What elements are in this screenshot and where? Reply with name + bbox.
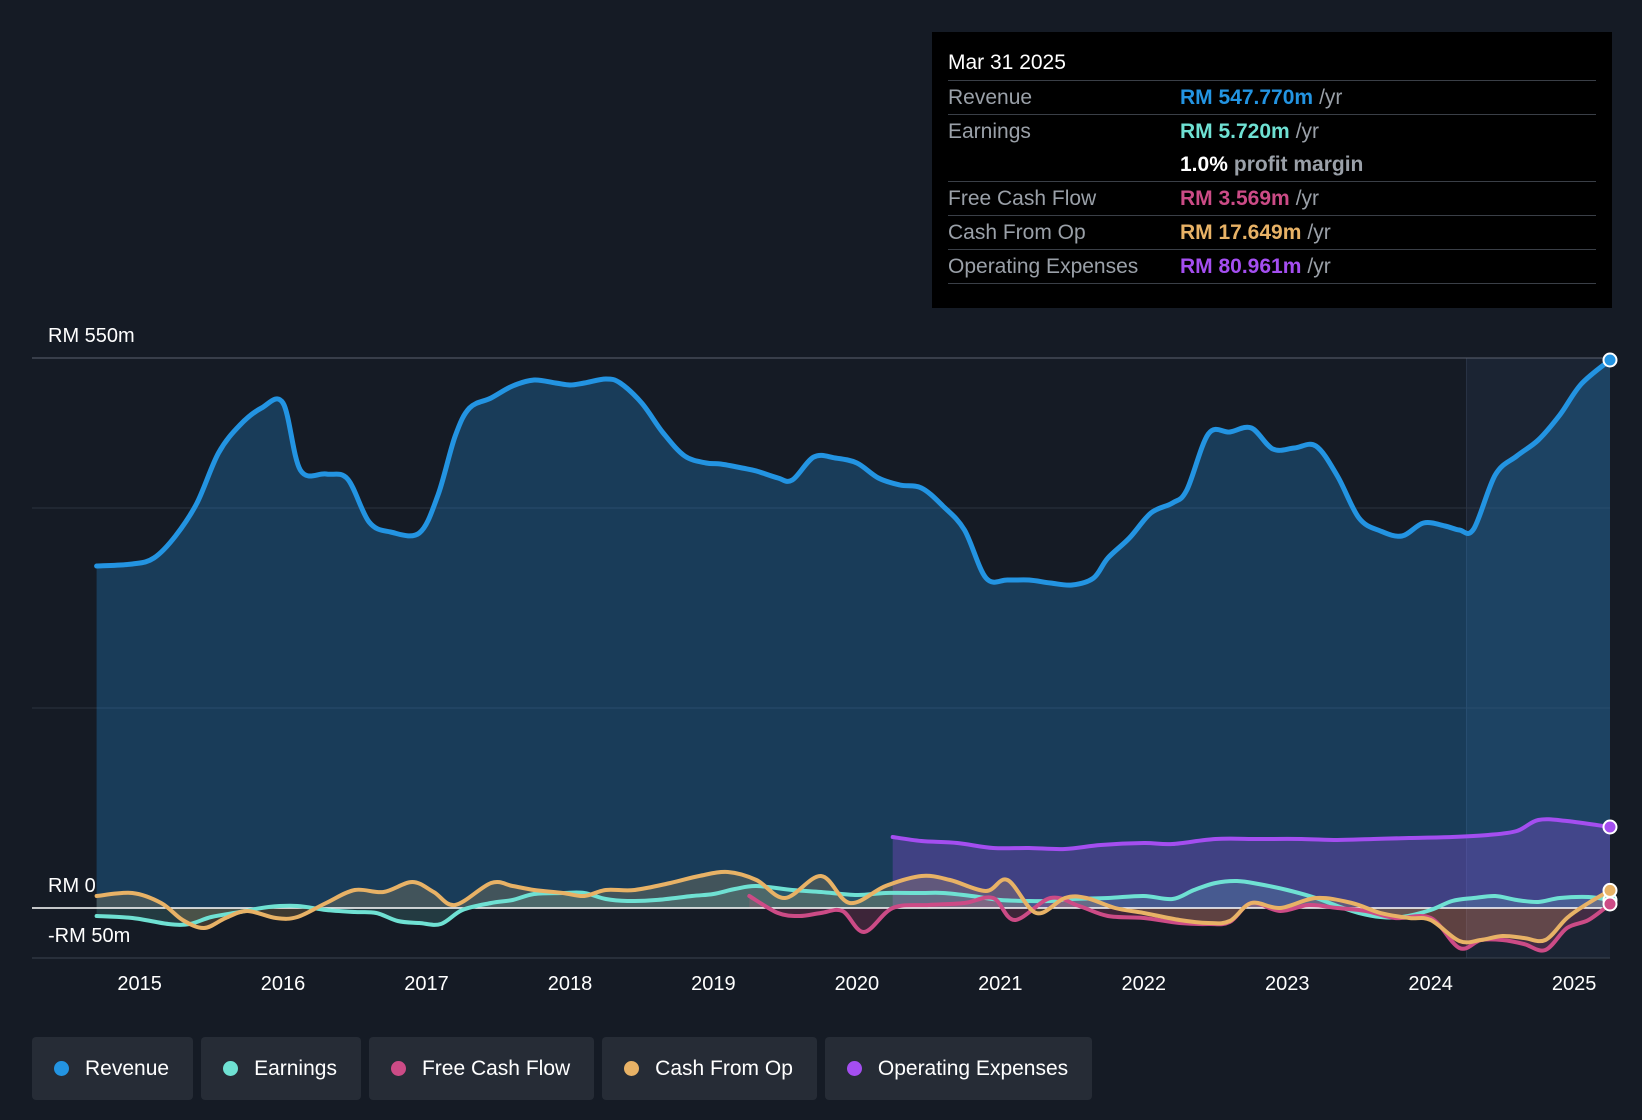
legend-label: Operating Expenses [877,1056,1069,1080]
free-cash-flow-end-marker [1602,896,1618,912]
tooltip-date: Mar 31 2025 [948,46,1596,81]
tooltip-value: RM 17.649m [1180,220,1302,244]
tooltip-value: 1.0% [1180,152,1228,176]
tooltip-unit: /yr [1307,220,1331,244]
chart-legend: Revenue Earnings Free Cash Flow Cash Fro… [32,1037,1093,1100]
x-tick-label: 2022 [1122,973,1167,995]
cash-from-op-end-marker [1602,882,1618,898]
y-axis-label: RM 550m [48,325,135,347]
legend-earnings[interactable]: Earnings [201,1037,361,1100]
x-tick-label: 2021 [978,973,1023,995]
tooltip-row-operating-expenses: Operating Expenses RM 80.961m /yr [948,250,1596,284]
legend-cash-from-op[interactable]: Cash From Op [602,1037,817,1100]
tooltip-value: RM 547.770m [1180,85,1314,109]
legend-free-cash-flow[interactable]: Free Cash Flow [368,1037,595,1100]
free-cash-flow-area [749,896,1610,951]
x-tick-label: 2018 [548,973,593,995]
operating-expenses-end-marker [1602,819,1618,835]
cash-from-op-line [94,869,1612,945]
y-axis-label: RM 0 [48,875,96,897]
tooltip-unit: /yr [1319,85,1343,109]
x-tick-label: 2020 [835,973,880,995]
cash-from-op-area [96,871,1611,943]
revenue-area [96,360,1611,908]
revenue-dot-icon [54,1061,69,1076]
operating-expenses-line [890,817,1612,852]
tooltip-row-free-cash-flow: Free Cash Flow RM 3.569m /yr [948,182,1596,216]
tooltip-row-cash-from-op: Cash From Op RM 17.649m /yr [948,216,1596,250]
operating-expenses-dot-icon [846,1061,862,1076]
legend-operating-expenses[interactable]: Operating Expenses [824,1037,1093,1100]
free-cash-flow-dot-icon [390,1061,406,1076]
operating-expenses-area [892,819,1610,908]
legend-revenue[interactable]: Revenue [32,1037,194,1100]
cash-from-op-dot-icon [624,1061,640,1076]
x-tick-label: 2015 [117,973,162,995]
x-tick-label: 2023 [1265,973,1310,995]
tooltip-label: Earnings [948,119,1031,143]
x-tick-label: 2024 [1408,973,1453,995]
highlight-region [1466,358,1610,958]
tooltip-label: Revenue [948,85,1033,109]
tooltip-unit: profit margin [1233,152,1364,176]
tooltip-label: Free Cash Flow [948,186,1097,210]
data-tooltip: Mar 31 2025 Revenue RM 547.770m /yr Earn… [932,32,1612,308]
x-tick-label: 2017 [404,973,449,995]
tooltip-row-earnings: Earnings RM 5.720m /yr [948,115,1596,148]
legend-label: Earnings [254,1056,337,1080]
tooltip-unit: /yr [1295,186,1320,210]
financial-chart: RM 550m RM 0 -RM 50m 2015 2016 2017 2018 2019 20… [32,325,1618,995]
tooltip-value: RM 3.569m [1180,186,1290,210]
revenue-end-marker [1602,352,1618,368]
tooltip-unit: /yr [1295,119,1320,143]
x-tick-label: 2016 [261,973,306,995]
earnings-dot-icon [223,1061,239,1076]
tooltip-unit: /yr [1307,254,1331,278]
tooltip-row-revenue: Revenue RM 547.770m /yr [948,81,1596,115]
x-tick-label: 2025 [1552,973,1597,995]
x-tick-label: 2019 [691,973,736,995]
revenue-line [94,357,1613,588]
tooltip-value: RM 5.720m [1180,119,1290,143]
tooltip-label: Operating Expenses [948,254,1139,278]
legend-label: Free Cash Flow [421,1056,571,1080]
legend-label: Cash From Op [655,1056,793,1080]
tooltip-row-profit-margin: 1.0% profit margin [948,148,1596,182]
y-axis-label: -RM 50m [48,925,130,947]
tooltip-value: RM 80.961m [1180,254,1302,278]
legend-label: Revenue [85,1056,170,1080]
tooltip-label: Cash From Op [948,220,1086,244]
